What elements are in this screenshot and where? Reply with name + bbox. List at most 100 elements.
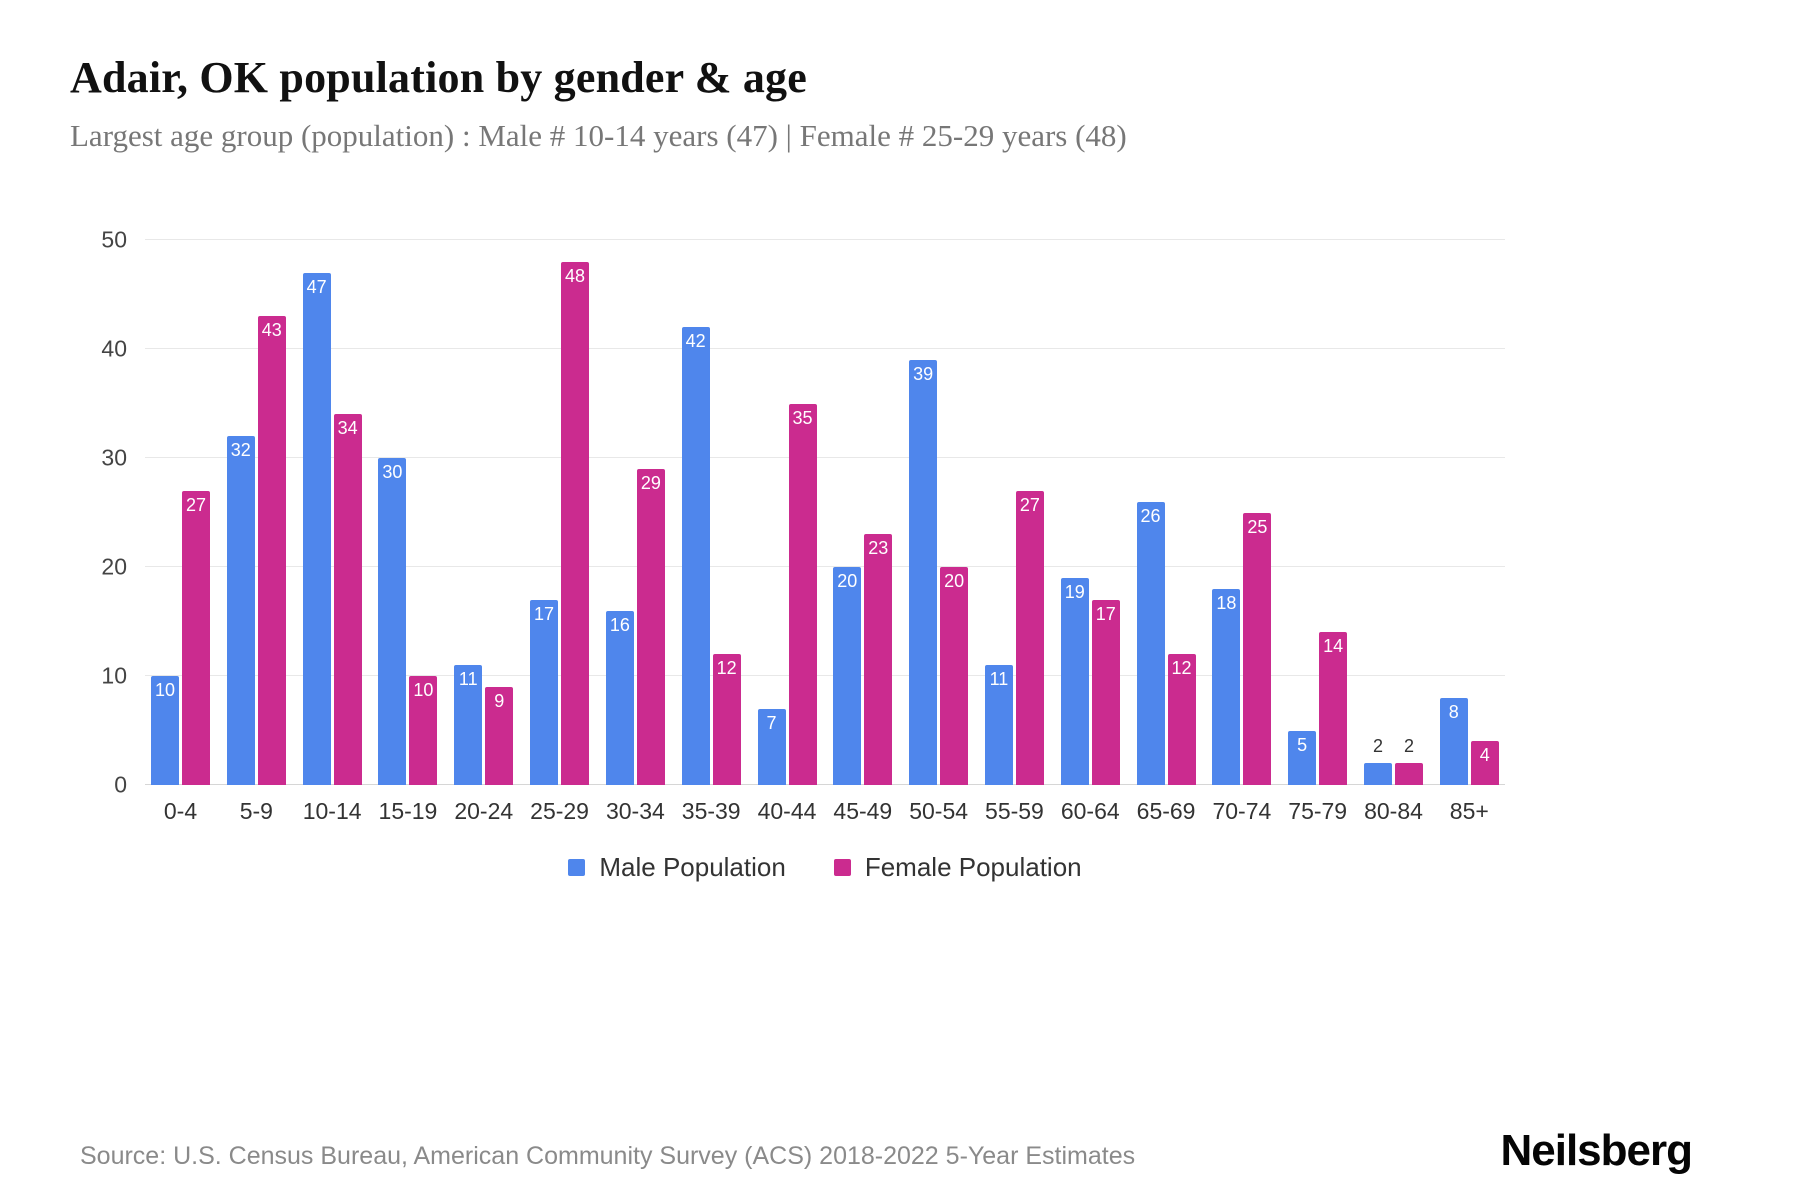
x-axis-tick-label: 20-24 — [454, 798, 514, 824]
y-axis-tick-label: 30 — [101, 444, 127, 471]
bar-value-label: 11 — [458, 669, 478, 690]
bar-value-label: 35 — [792, 407, 813, 428]
bar-group-5-9: 32 43 5-9 — [226, 240, 286, 824]
female-bar-70-74[interactable]: 25 — [1243, 512, 1272, 785]
male-bar-65-69[interactable]: 26 — [1136, 501, 1165, 785]
female-bar-75-79[interactable]: 14 — [1319, 632, 1348, 785]
x-axis-tick-label: 60-64 — [1060, 798, 1120, 824]
female-bar-85+[interactable]: 4 — [1470, 741, 1499, 785]
bar-group-45-49: 20 23 45-49 — [833, 240, 893, 824]
bar-group-10-14: 47 34 10-14 — [302, 240, 362, 824]
bar-group-15-19: 30 10 15-19 — [378, 240, 438, 824]
x-axis-tick-label: 0-4 — [163, 798, 198, 824]
bar-group-40-44: 7 35 40-44 — [757, 240, 817, 824]
female-bar-50-54[interactable]: 20 — [940, 567, 969, 785]
female-bar-35-39[interactable]: 12 — [712, 654, 741, 785]
female-bar-55-59[interactable]: 27 — [1015, 490, 1044, 785]
female-bar-60-64[interactable]: 17 — [1091, 599, 1120, 785]
bar-value-label: 10 — [413, 680, 434, 700]
chart-area: 0 10 20 30 40 50 10 27 0-4 32 43 5-9 47 34 10-14 30 10 1… — [101, 228, 1505, 824]
female-bar-65-69[interactable]: 12 — [1167, 654, 1196, 785]
female-bar-80-84[interactable]: 2 — [1395, 737, 1423, 785]
legend-item-female[interactable]: Female Population — [833, 852, 1082, 883]
female-bar-25-29[interactable]: 48 — [561, 261, 590, 785]
neilsberg-logo: Neilsberg — [1500, 1126, 1693, 1175]
male-bar-25-29[interactable]: 17 — [530, 599, 559, 785]
female-bar-0-4[interactable]: 27 — [182, 490, 210, 785]
bar-group-55-59: 11 27 55-59 — [984, 240, 1044, 824]
male-bar-70-74[interactable]: 18 — [1212, 588, 1241, 785]
bar-value-label: 39 — [913, 363, 934, 384]
legend-item-male[interactable]: Male Population — [568, 852, 786, 883]
male-bar-50-54[interactable]: 39 — [909, 359, 938, 785]
bar-value-label: 18 — [1216, 592, 1237, 613]
bar-value-label: 8 — [1448, 701, 1459, 722]
x-axis-tick-label: 55-59 — [985, 798, 1044, 824]
bar-value-label: 16 — [609, 614, 630, 635]
x-axis-tick-label: 10-14 — [302, 798, 362, 824]
bar-value-label: 14 — [1323, 636, 1344, 657]
bar-value-label: 11 — [989, 669, 1009, 690]
chart-title: Adair, OK population by gender & age — [70, 53, 807, 102]
x-axis-tick-label: 70-74 — [1212, 798, 1272, 824]
x-axis-tick-label: 50-54 — [909, 798, 969, 824]
bar-group-75-79: 5 14 75-79 — [1288, 240, 1348, 824]
gridline — [145, 675, 1505, 676]
bar-group-35-39: 42 12 35-39 — [681, 240, 741, 824]
y-axis-tick-label: 0 — [114, 771, 127, 798]
female-bar-10-14[interactable]: 34 — [333, 414, 362, 785]
x-axis-tick-label: 75-79 — [1288, 798, 1348, 824]
male-bar-5-9[interactable]: 32 — [226, 436, 255, 785]
bar-value-label: 7 — [766, 712, 777, 733]
chart-subtitle: Largest age group (population) : Male # … — [70, 118, 1127, 153]
x-axis-tick-label: 80-84 — [1364, 798, 1423, 824]
x-axis-tick-label: 25-29 — [530, 798, 589, 824]
female-bar-5-9[interactable]: 43 — [257, 316, 286, 785]
female-bar-30-34[interactable]: 29 — [636, 468, 665, 785]
male-bar-30-34[interactable]: 16 — [605, 610, 634, 785]
y-axis-tick-label: 40 — [101, 335, 127, 362]
bar-value-label: 19 — [1064, 581, 1085, 602]
female-bar-45-49[interactable]: 23 — [864, 534, 893, 785]
x-axis-tick-label: 15-19 — [378, 798, 438, 824]
bar-value-label: 5 — [1297, 734, 1308, 755]
male-bar-15-19[interactable]: 30 — [378, 458, 407, 785]
bar-value-label: 32 — [230, 440, 251, 461]
bar-value-label: 17 — [1095, 603, 1116, 624]
x-axis-tick-label: 35-39 — [681, 798, 741, 824]
male-bar-60-64[interactable]: 19 — [1060, 577, 1089, 785]
bar-group-80-84: 2 2 80-84 — [1364, 240, 1423, 824]
bar-group-0-4: 10 27 0-4 — [151, 240, 210, 824]
bar-group-25-29: 17 48 25-29 — [530, 240, 590, 824]
male-bar-20-24[interactable]: 11 — [454, 665, 483, 785]
female-bar-40-44[interactable]: 35 — [788, 403, 817, 785]
bar-group-50-54: 39 20 50-54 — [909, 240, 969, 824]
y-axis-tick-label: 50 — [101, 226, 127, 253]
male-bar-35-39[interactable]: 42 — [681, 327, 710, 785]
male-bar-55-59[interactable]: 11 — [984, 665, 1013, 785]
bar-value-label: 26 — [1140, 505, 1161, 526]
legend: Male Population Female Population — [145, 852, 1505, 883]
bar-group-20-24: 11 9 20-24 — [454, 240, 514, 824]
male-bar-75-79[interactable]: 5 — [1288, 730, 1317, 785]
male-bar-10-14[interactable]: 47 — [302, 272, 331, 785]
bar-value-label: 17 — [534, 603, 555, 624]
male-bar-85+[interactable]: 8 — [1439, 697, 1468, 785]
bar-value-label: 30 — [382, 462, 403, 482]
x-axis-tick-label: 45-49 — [833, 798, 893, 824]
male-bar-80-84[interactable]: 2 — [1364, 737, 1392, 785]
female-bar-15-19[interactable]: 10 — [409, 676, 438, 785]
female-bar-20-24[interactable]: 9 — [485, 686, 514, 785]
bar-group-65-69: 26 12 65-69 — [1136, 240, 1196, 824]
male-bar-45-49[interactable]: 20 — [833, 567, 862, 785]
x-axis-tick-label: 30-34 — [605, 798, 665, 824]
x-axis-tick-label: 85+ — [1449, 798, 1489, 824]
male-bar-0-4[interactable]: 10 — [151, 676, 179, 785]
legend-swatch-female — [833, 859, 851, 876]
male-bar-40-44[interactable]: 7 — [757, 708, 786, 785]
bar-value-label: 27 — [1019, 494, 1040, 515]
source-attribution: Source: U.S. Census Bureau, American Com… — [80, 1142, 1136, 1170]
bar-value-label: 23 — [868, 538, 889, 559]
gridline — [145, 457, 1505, 458]
